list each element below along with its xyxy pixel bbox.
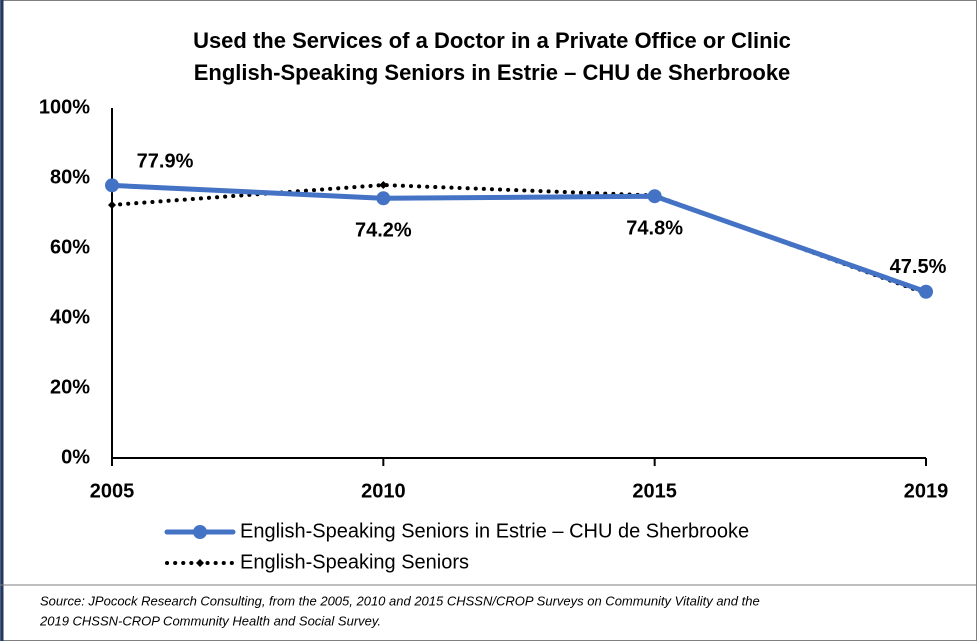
y-tick-label: 40% <box>50 306 90 328</box>
marker <box>647 189 662 204</box>
x-tick-label: 2019 <box>904 480 949 502</box>
source-note: Source: JPocock Research Consulting, fro… <box>40 593 760 608</box>
marker <box>105 178 119 193</box>
y-tick-label: 0% <box>61 446 90 468</box>
y-tick-label: 20% <box>50 376 90 398</box>
marker <box>108 200 116 209</box>
x-tick-label: 2015 <box>632 480 677 502</box>
marker <box>919 284 933 299</box>
marker <box>379 181 388 189</box>
chart-title: English-Speaking Seniors in Estrie – CHU… <box>194 60 791 85</box>
x-tick-label: 2010 <box>361 480 406 502</box>
data-label: 74.8% <box>626 217 683 239</box>
y-tick-label: 80% <box>50 166 90 188</box>
source-note: 2019 CHSSN-CROP Community Health and Soc… <box>39 613 381 628</box>
marker <box>376 191 391 206</box>
legend-marker <box>193 525 207 539</box>
data-label: 47.5% <box>890 256 947 278</box>
series-line <box>109 182 929 295</box>
y-tick-label: 60% <box>50 236 90 258</box>
data-label: 74.2% <box>355 220 412 242</box>
legend-label: English-Speaking Seniors <box>240 551 469 573</box>
legend-marker <box>196 559 204 567</box>
data-label: 77.9% <box>137 151 194 173</box>
chart-title: Used the Services of a Doctor in a Priva… <box>193 28 791 53</box>
y-tick-label: 100% <box>39 96 90 118</box>
x-tick-label: 2005 <box>90 480 135 502</box>
legend-label: English-Speaking Seniors in Estrie – CHU… <box>240 520 749 542</box>
